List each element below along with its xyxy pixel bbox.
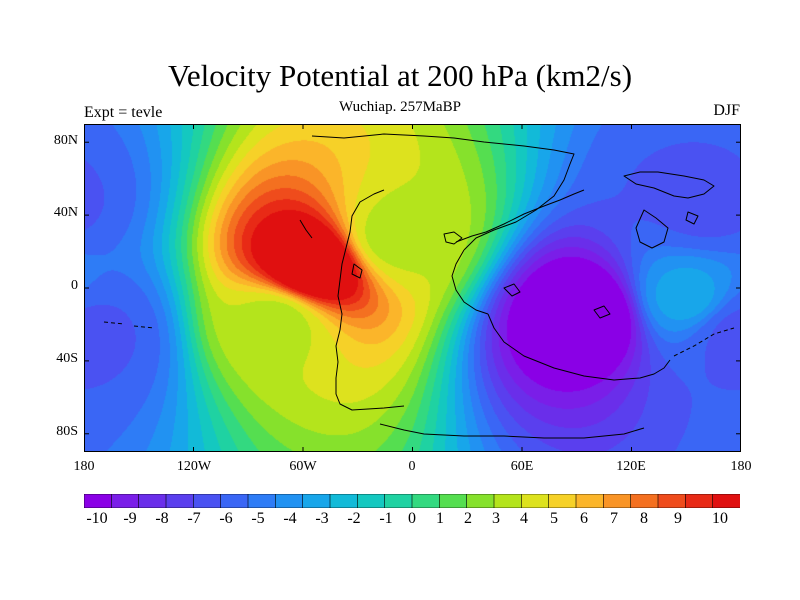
y-tick-label: 0	[71, 278, 78, 293]
colorbar-swatch	[220, 494, 249, 508]
colorbar-label: 8	[640, 510, 648, 527]
colorbar-swatch	[657, 494, 686, 508]
colorbar-label: -3	[315, 510, 329, 527]
colorbar-swatch	[247, 494, 276, 508]
colorbar-label: 6	[580, 510, 588, 527]
x-tick-label: 120W	[176, 459, 212, 474]
colorbar-label: -8	[155, 510, 169, 527]
map-subtitle: Wuchiap. 257MaBP	[339, 99, 461, 115]
x-tick-label: 180	[730, 459, 752, 474]
colorbar-label: -1	[379, 510, 393, 527]
coastline-island-d	[503, 283, 521, 297]
colorbar-swatch	[685, 494, 714, 508]
coastline-east-asia	[623, 171, 715, 199]
paleo-coastlines	[103, 133, 735, 439]
coastline-island-e	[593, 305, 611, 319]
coastline-island-b	[351, 263, 363, 279]
colorbar-label: -6	[219, 510, 233, 527]
colorbar-label: -2	[347, 510, 361, 527]
colorbar-swatch	[165, 494, 194, 508]
colorbar-swatch	[630, 494, 659, 508]
colorbar-swatch	[411, 494, 440, 508]
colorbar-swatch	[111, 494, 140, 508]
x-tick-label: 120E	[616, 459, 646, 474]
colorbar-label: 10	[712, 510, 728, 527]
colorbar-label: 9	[674, 510, 682, 527]
velocity-potential-map	[84, 124, 741, 452]
colorbar-swatch	[329, 494, 358, 508]
colorbar-label: 1	[436, 510, 444, 527]
map-tick-marks	[84, 124, 741, 452]
colorbar-label: -5	[251, 510, 265, 527]
coastline-island-c	[443, 231, 463, 245]
colorbar-label: -4	[283, 510, 297, 527]
coastline-gondwana-south	[487, 313, 671, 381]
y-tick-label: 80N	[53, 133, 78, 148]
season-label: DJF	[713, 102, 740, 119]
coastline-pangaea-west	[335, 189, 405, 411]
colorbar-swatch	[302, 494, 331, 508]
y-tick-label: 40N	[53, 205, 78, 220]
colorbar-label: 7	[610, 510, 618, 527]
colorbar-label: -7	[187, 510, 201, 527]
coastline-tethys	[451, 249, 489, 315]
colorbar-swatch	[466, 494, 495, 508]
coastline-north-china	[635, 209, 669, 249]
colorbar-swatch	[603, 494, 632, 508]
coastline-island-f	[685, 211, 699, 225]
colorbar-label: -9	[123, 510, 137, 527]
colorbar-swatch	[275, 494, 304, 508]
colorbar-swatch	[138, 494, 167, 508]
colorbar-label: 3	[492, 510, 500, 527]
coastline-southern	[379, 423, 645, 439]
x-tick-label: 180	[73, 459, 95, 474]
colorbar-swatch	[575, 494, 604, 508]
colorbar-label: 0	[408, 510, 416, 527]
coastline-east-dash	[673, 327, 735, 357]
colorbar-swatch	[193, 494, 222, 508]
coastline-island-a	[299, 219, 313, 239]
experiment-label: Expt = tevle	[84, 104, 163, 121]
colorbar-label: -10	[86, 510, 108, 527]
x-tick-label: 0	[408, 459, 416, 474]
map-title: Velocity Potential at 200 hPa (km2/s)	[167, 58, 633, 93]
colorbar-label: 2	[464, 510, 472, 527]
x-tick-label: 60E	[510, 459, 534, 474]
coastline-cimmeria	[455, 189, 585, 243]
colorbar-swatch	[439, 494, 468, 508]
colorbar-swatch	[84, 494, 112, 508]
y-tick-label: 40S	[56, 351, 78, 366]
shaded-field	[84, 124, 741, 452]
colorbar	[84, 494, 740, 508]
colorbar-swatch	[384, 494, 413, 508]
colorbar-swatch	[712, 494, 740, 508]
coastline-pacific-dash	[103, 321, 155, 329]
colorbar-swatch	[493, 494, 522, 508]
colorbar-swatch	[357, 494, 386, 508]
colorbar-label: 4	[520, 510, 528, 527]
colorbar-label: 5	[550, 510, 558, 527]
colorbar-swatch	[521, 494, 550, 508]
coastline-pangaea-north	[311, 133, 575, 251]
x-tick-label: 60W	[289, 459, 317, 474]
colorbar-swatch	[548, 494, 577, 508]
y-tick-label: 80S	[56, 424, 78, 439]
